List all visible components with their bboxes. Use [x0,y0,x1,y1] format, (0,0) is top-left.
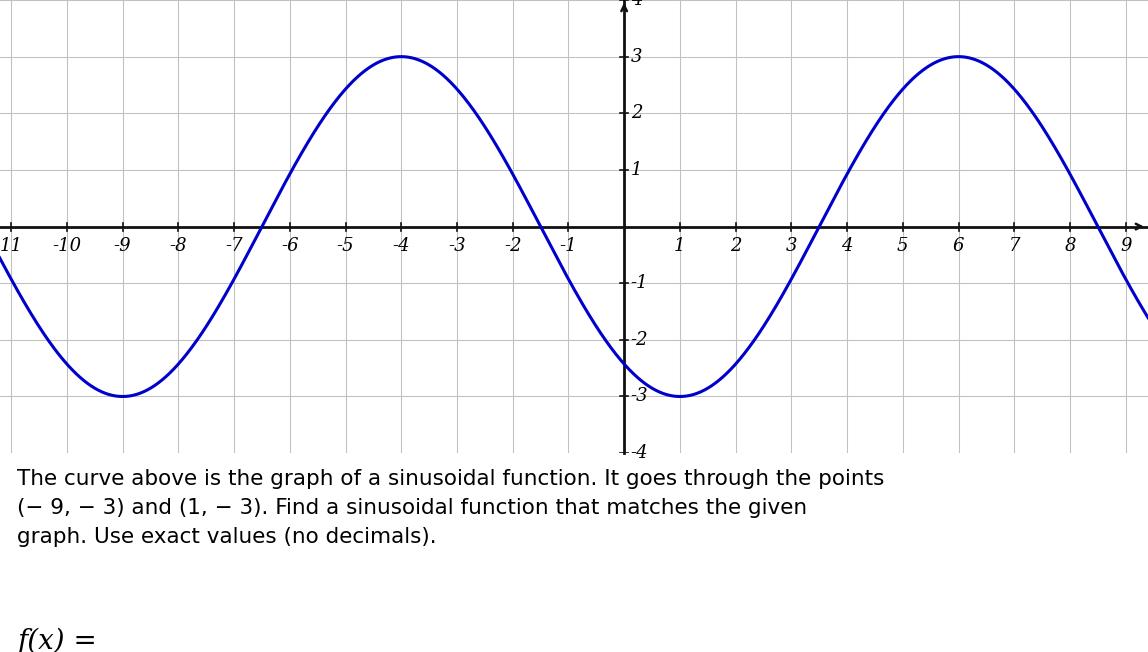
Text: 3: 3 [631,48,643,66]
Text: -1: -1 [559,237,577,255]
Text: -4: -4 [631,444,649,462]
Text: 1: 1 [674,237,685,255]
Text: 8: 8 [1064,237,1076,255]
Text: -8: -8 [170,237,187,255]
Text: -3: -3 [448,237,466,255]
Text: 6: 6 [953,237,964,255]
Text: 2: 2 [730,237,742,255]
Text: -10: -10 [53,237,82,255]
Text: 5: 5 [897,237,908,255]
Text: 4: 4 [841,237,853,255]
Text: 1: 1 [631,161,643,179]
Text: The curve above is the graph of a sinusoidal function. It goes through the point: The curve above is the graph of a sinuso… [17,469,885,546]
Text: 9: 9 [1120,237,1132,255]
Text: -6: -6 [281,237,298,255]
Text: -7: -7 [225,237,243,255]
Text: -2: -2 [504,237,521,255]
Text: 4: 4 [631,0,643,9]
Text: 7: 7 [1008,237,1021,255]
Text: 3: 3 [785,237,797,255]
Text: -4: -4 [393,237,410,255]
Text: -5: -5 [336,237,355,255]
Text: 11: 11 [0,237,23,255]
Text: f(x) =: f(x) = [17,628,96,652]
Text: 2: 2 [631,104,643,123]
Text: -2: -2 [631,331,649,349]
Text: -9: -9 [114,237,131,255]
Text: -1: -1 [631,274,649,292]
Text: -3: -3 [631,387,649,406]
